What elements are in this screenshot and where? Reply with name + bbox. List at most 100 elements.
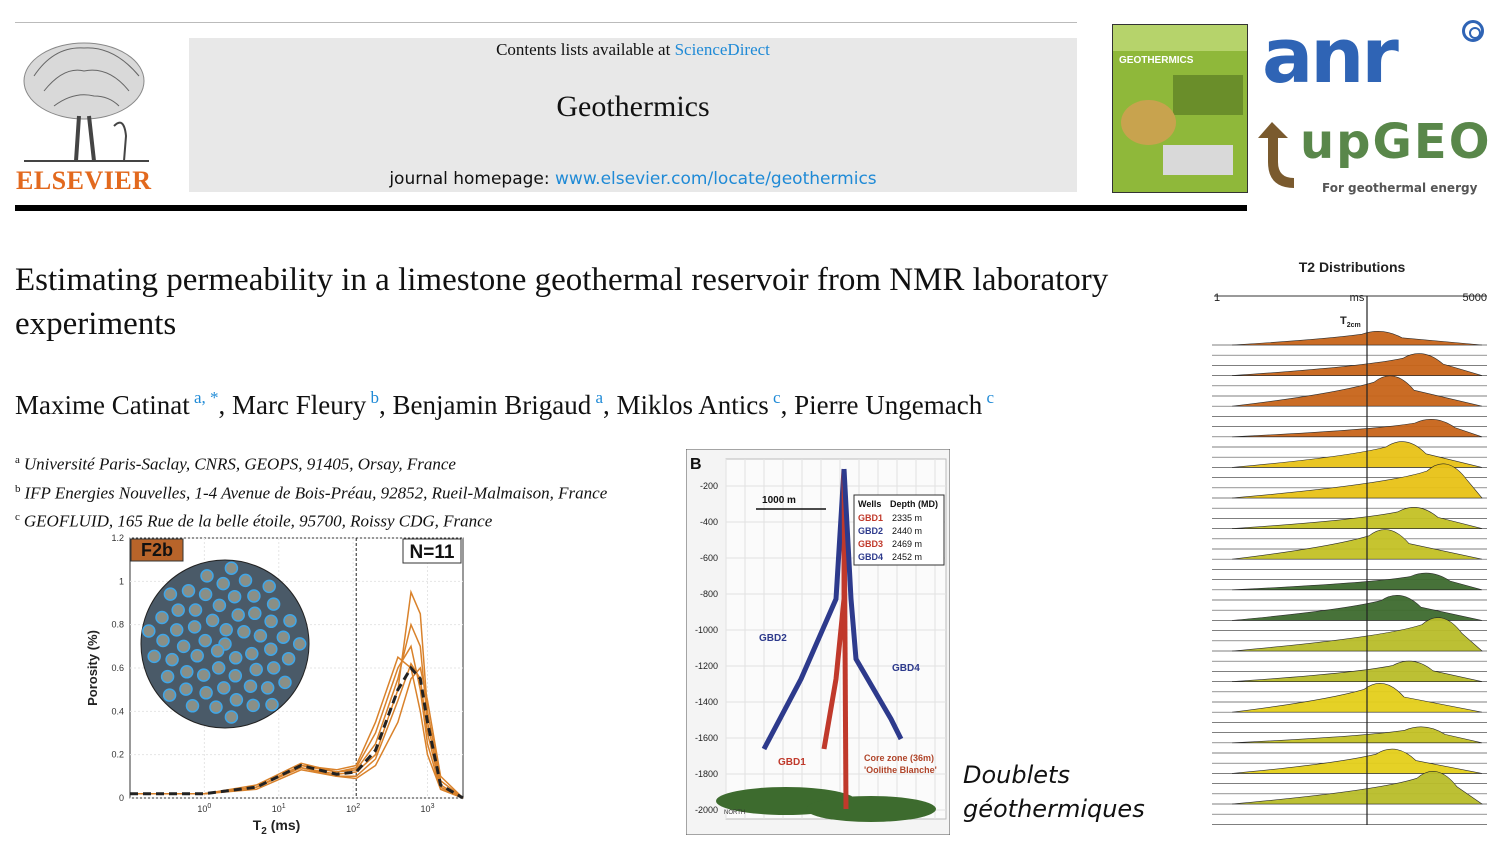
- well-trajectory-gbd4: [841, 468, 904, 741]
- porosity-series-6: [130, 655, 464, 799]
- wells-table-header-depth: Depth (MD): [890, 499, 938, 509]
- thin-section-grain: [212, 598, 227, 613]
- cover-title: GEOTHERMICS: [1119, 55, 1194, 66]
- anr-logo: anr: [1262, 18, 1399, 94]
- thin-section-grain: [276, 630, 291, 644]
- porosity-series-3: [130, 661, 464, 799]
- thin-section-grain: [190, 649, 204, 663]
- thin-section-grain: [160, 669, 175, 684]
- wells-table-name: GBD4: [858, 552, 883, 562]
- distribution-area: [1231, 748, 1483, 774]
- cover-image-2: [1121, 100, 1176, 145]
- thin-section-grain: [181, 584, 196, 598]
- distributions-title: T2 Distributions: [1299, 259, 1406, 275]
- distribution-area: [1231, 660, 1483, 682]
- author-separator: ,: [378, 390, 393, 420]
- distribution-area: [1231, 441, 1483, 468]
- homepage-link[interactable]: www.elsevier.com/locate/geothermics: [555, 169, 877, 189]
- thin-section-grain: [210, 644, 225, 658]
- affiliation: c GEOFLUID, 165 Rue de la belle étoile, 9…: [15, 505, 607, 534]
- thin-section-grain: [264, 642, 278, 656]
- thin-section-grain: [198, 633, 212, 648]
- elsevier-tree-logo: [23, 42, 149, 162]
- author[interactable]: Pierre Ungemach c: [794, 388, 995, 420]
- author-affiliation-marker[interactable]: c: [768, 388, 781, 407]
- wells-table-name: GBD3: [858, 539, 883, 549]
- thin-section-grain: [205, 613, 220, 628]
- y-tick-label: 0.2: [111, 750, 124, 760]
- depth-tick-label: -800: [700, 589, 718, 599]
- contents-line: Contents lists available at ScienceDirec…: [189, 40, 1077, 60]
- north-label: NORTH: [724, 810, 745, 816]
- thin-section-grain: [162, 688, 177, 702]
- author-name: Pierre Ungemach: [794, 390, 983, 420]
- distribution-area: [1231, 726, 1483, 744]
- author-name: Marc Fleury: [232, 390, 367, 420]
- thin-section-grain: [196, 668, 211, 682]
- y-tick-label: 1.2: [111, 533, 124, 543]
- thin-section-grain: [229, 693, 244, 707]
- wells-table-name: GBD1: [858, 513, 883, 523]
- header-top-rule: [15, 22, 1077, 23]
- porosity-mean-series: [130, 665, 464, 800]
- wells-table-header-wells: Wells: [858, 499, 881, 509]
- thin-section-grain: [198, 587, 213, 602]
- thin-section-grain: [147, 649, 161, 664]
- author[interactable]: Benjamin Brigaud a: [392, 388, 603, 420]
- ground-surface-2: [806, 796, 936, 822]
- well-trajectory-gbd2: [761, 468, 847, 751]
- sciencedirect-link[interactable]: ScienceDirect: [674, 40, 770, 59]
- depth-tick-label: -2000: [695, 805, 718, 815]
- cover-header: [1113, 25, 1247, 51]
- thin-section-grain: [142, 624, 156, 638]
- depth-tick-label: -1800: [695, 769, 718, 779]
- thin-section-grain: [156, 633, 170, 648]
- affiliation-text: IFP Energies Nouvelles, 1-4 Avenue de Bo…: [24, 483, 608, 503]
- distribution-area: [1231, 331, 1483, 346]
- panel-label-box: [130, 538, 184, 562]
- panel-label: F2b: [141, 540, 173, 560]
- y-tick-label: 1: [119, 576, 124, 586]
- author-affiliation-marker[interactable]: b: [366, 388, 379, 407]
- annotation-box: [402, 538, 462, 564]
- depth-tick-label: -600: [700, 553, 718, 563]
- journal-banner: Contents lists available at ScienceDirec…: [189, 38, 1077, 192]
- y-tick-label: 0.8: [111, 620, 124, 630]
- thin-section-grain: [253, 629, 268, 643]
- y-tick-label: 0.4: [111, 706, 124, 716]
- thin-section-grain: [216, 576, 230, 591]
- journal-name: Geothermics: [556, 90, 710, 123]
- thin-section-grain: [237, 625, 251, 639]
- thin-section-grain: [176, 639, 191, 654]
- thin-section-grain: [165, 652, 179, 667]
- author[interactable]: Maxime Catinat a, *: [15, 388, 219, 420]
- cutoff-label: T2cm: [1340, 315, 1361, 329]
- author[interactable]: Miklos Antics c: [616, 388, 781, 420]
- thin-section-grain: [179, 682, 193, 696]
- doublets-caption: Doublets géothermiques: [963, 758, 1145, 826]
- distribution-area: [1231, 419, 1483, 438]
- author-affiliation-marker[interactable]: a, *: [189, 388, 219, 407]
- depth-tick-label: -1200: [695, 661, 718, 671]
- author-name: Maxime Catinat: [15, 390, 190, 420]
- distribution-area: [1231, 683, 1483, 713]
- thin-section-grain: [266, 597, 281, 611]
- author[interactable]: Marc Fleury b: [232, 388, 379, 420]
- author-name: Miklos Antics: [616, 390, 769, 420]
- thin-section-grain: [155, 610, 169, 625]
- thin-section-grain: [209, 700, 223, 714]
- x-axis-label: T2 (ms): [253, 817, 301, 837]
- scale-label: 1000 m: [762, 495, 796, 506]
- distribution-area: [1231, 595, 1483, 621]
- author-affiliation-marker[interactable]: c: [982, 388, 995, 407]
- well-label-gbd4: GBD4: [892, 663, 920, 674]
- thin-section-grain: [262, 579, 276, 594]
- thin-section-grain: [224, 561, 239, 575]
- thin-section-grain: [224, 710, 239, 724]
- author-affiliation-marker[interactable]: a: [591, 388, 603, 407]
- x-tick-label: 103: [421, 803, 435, 814]
- distribution-area: [1231, 529, 1483, 560]
- thin-section-grain: [260, 681, 275, 695]
- thin-section-grain: [199, 686, 213, 700]
- porosity-series-4: [130, 644, 464, 799]
